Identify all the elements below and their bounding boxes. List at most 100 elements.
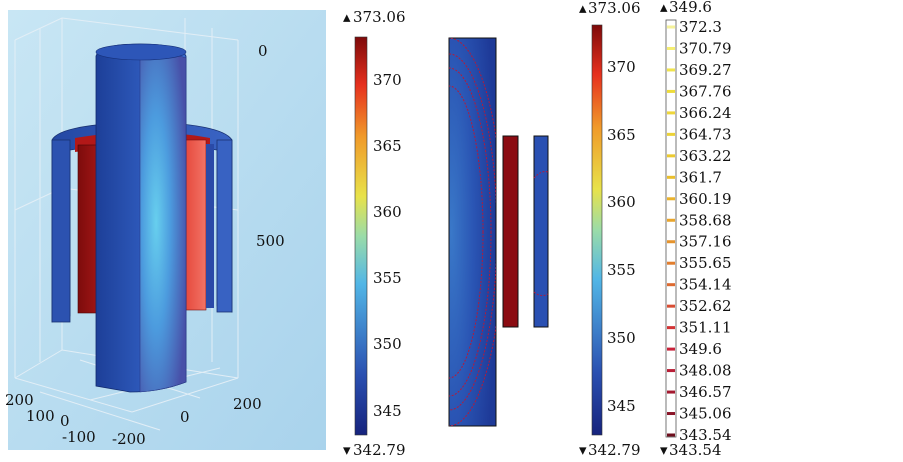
colorbar-1-tick: 365 (373, 137, 402, 155)
contour-level-label: 360.19 (679, 190, 732, 208)
colorbar-2-gradient (591, 24, 603, 436)
x-tick-minus200: -200 (112, 430, 146, 448)
contour-level-mark (667, 132, 675, 136)
contour-legend-svg: ▴ 349.6 ▾ 343.54 372.3 370.79 369.27 367.76… (660, 0, 732, 459)
central-rod-cut-face (139, 51, 187, 393)
section-rod (448, 37, 497, 427)
colorbar-1-ticks: 370 365 360 355 350 345 (373, 71, 402, 420)
colorbar-2-svg: ▴ 373.06 ▾ 342.79 370 365 360 355 350 34… (579, 0, 641, 459)
contour-level-mark (667, 240, 675, 244)
contour-level-label: 358.68 (679, 211, 732, 229)
colorbar-2-tick: 360 (607, 193, 636, 211)
outer-shell-right-cut (216, 139, 233, 313)
contour-level-label: 372.3 (679, 18, 722, 36)
colorbar-1-tick: 370 (373, 71, 402, 89)
contour-level-label: 348.08 (679, 362, 732, 380)
panel-2d-section (443, 0, 563, 458)
section-outer-shell (533, 135, 549, 328)
colorbar-2-min-marker: ▾ (579, 441, 587, 458)
section-2d-svg (448, 37, 549, 427)
contour-level-label: 349.6 (679, 340, 722, 358)
outer-shell-left-cut (51, 139, 71, 323)
colorbar-1-min-marker: ▾ (343, 441, 351, 458)
hot-shell-right (185, 139, 207, 311)
y-tick-0: 0 (180, 408, 190, 426)
contour-level-label: 363.22 (679, 147, 732, 165)
x-tick-100: 100 (26, 407, 55, 425)
contour-level-mark (667, 197, 675, 201)
colorbar-1-gradient (354, 36, 368, 436)
colorbar-1-svg: ▴ 373.06 ▾ 342.79 370 365 360 355 350 34… (343, 8, 406, 459)
contour-legend: ▴ 349.6 ▾ 343.54 372.3 370.79 369.27 367.76… (660, 0, 903, 459)
contour-level-label: 352.62 (679, 297, 732, 315)
y-tick-200: 200 (233, 395, 262, 413)
contour-level-mark (667, 304, 675, 308)
colorbar-1-tick: 345 (373, 402, 402, 420)
contour-level-label: 354.14 (679, 276, 732, 294)
colorbar-2-tick: 345 (607, 397, 636, 415)
contour-level-label: 370.79 (679, 39, 732, 57)
colorbar-2-max-marker: ▴ (579, 0, 587, 17)
contour-level-mark (667, 68, 675, 72)
hot-shell-left (77, 144, 99, 314)
contour-level-label: 346.57 (679, 383, 732, 401)
contour-level-label: 345.06 (679, 405, 732, 423)
contour-level-label: 357.16 (679, 233, 732, 251)
contour-levels: 372.3 370.79 369.27 367.76 366.24 364.73 363.2… (667, 18, 732, 444)
contour-legend-bar (665, 19, 677, 438)
contour-level-label: 364.73 (679, 125, 732, 143)
contour-level-label: 361.7 (679, 168, 722, 186)
x-tick-200: 200 (5, 391, 34, 409)
colorbar-2-tick: 350 (607, 329, 636, 347)
contour-level-mark (667, 347, 675, 351)
colorbar-1-tick: 350 (373, 335, 402, 353)
x-tick-0: 0 (60, 412, 70, 430)
contour-legend-min-label: 343.54 (669, 441, 722, 458)
colorbar-1-min-label: 342.79 (353, 441, 406, 458)
gap-shell-right (206, 144, 214, 308)
contour-level-mark (667, 218, 675, 222)
contour-level-label: 366.24 (679, 104, 732, 122)
contour-level-mark (667, 46, 675, 50)
colorbar-1-max-marker: ▴ (343, 8, 351, 26)
contour-level-mark (667, 111, 675, 115)
contour-level-mark (667, 390, 675, 394)
contour-level-mark (667, 154, 675, 158)
contour-level-label: 351.11 (679, 319, 732, 337)
contour-level-label: 343.54 (679, 426, 732, 444)
section-contours (449, 38, 496, 426)
colorbar-2-min-label: 342.79 (588, 441, 641, 458)
plot-3d: 0 500 200 100 0 -100 -200 0 200 (5, 10, 326, 450)
colorbar-1: ▴ 373.06 ▾ 342.79 370 365 360 355 350 34… (333, 0, 443, 459)
contour-level-mark (667, 175, 675, 179)
contour-legend-min-marker: ▾ (660, 441, 668, 458)
contour-level-mark (667, 326, 675, 330)
panel-3d-view: 0 500 200 100 0 -100 -200 0 200 (0, 0, 333, 458)
contour-legend-max-label: 349.6 (669, 0, 712, 16)
section-hot-shell (502, 135, 519, 328)
colorbar-1-max-label: 373.06 (353, 8, 406, 26)
contour-level-mark (667, 412, 675, 416)
contour-legend-max-marker: ▴ (660, 0, 668, 16)
contour-level-mark (667, 433, 675, 437)
contour-level-label: 369.27 (679, 61, 732, 79)
contour-level-mark (667, 261, 675, 265)
x-tick-minus100: -100 (62, 428, 96, 446)
colorbar-2-tick: 370 (607, 58, 636, 76)
section-outer-contours (533, 171, 549, 297)
central-rod-top (95, 43, 187, 61)
colorbar-1-tick: 360 (373, 203, 402, 221)
contour-level-mark (667, 89, 675, 93)
colorbar-1-tick: 355 (373, 269, 402, 287)
colorbar-2-max-label: 373.06 (588, 0, 641, 17)
contour-level-mark (667, 369, 675, 373)
contour-level-mark (667, 283, 675, 287)
colorbar-2: ▴ 373.06 ▾ 342.79 370 365 360 355 350 34… (563, 0, 660, 459)
contour-level-label: 367.76 (679, 82, 732, 100)
colorbar-2-ticks: 370 365 360 355 350 345 (607, 58, 636, 415)
colorbar-2-tick: 355 (607, 261, 636, 279)
contour-level-label: 355.65 (679, 254, 732, 272)
colorbar-2-tick: 365 (607, 126, 636, 144)
z-tick-0: 0 (258, 42, 268, 60)
z-tick-500: 500 (256, 232, 285, 250)
